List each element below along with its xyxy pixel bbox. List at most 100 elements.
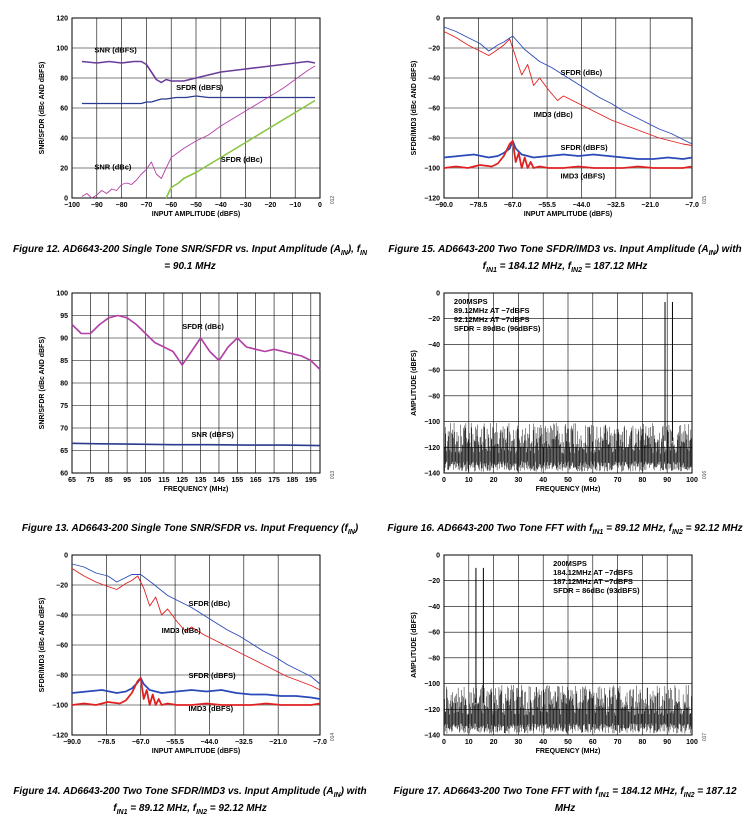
y-tick-label: −120	[424, 707, 440, 714]
y-tick-label: −60	[56, 643, 68, 650]
y-tick-label: −40	[428, 342, 440, 349]
x-tick-label: −32.5	[607, 202, 625, 209]
chart-fig14-panel: −90.0 −78.5 −67.0 −55.5 −44.0 −32.5 −21.0 −7.0 −…	[20, 545, 360, 775]
figure-id: 017	[702, 733, 708, 742]
annotation: IMD3 (dBFS)	[561, 172, 606, 181]
y-tick-label: 95	[60, 313, 68, 320]
x-tick-label: −78.5	[470, 202, 488, 209]
fft-noise-path	[443, 422, 693, 472]
y-axis-label: SNR/SFDR (dBc AND dBFS)	[39, 337, 46, 430]
x-tick-label: −10	[289, 202, 301, 209]
x-tick-label: −40	[215, 202, 227, 209]
x-tick-label: −100	[64, 202, 80, 209]
figure-id: 015	[702, 196, 708, 205]
y-tick-label: −40	[428, 76, 440, 83]
annotation: IMD3 (dBFS)	[189, 704, 234, 713]
x-tick-label: 0	[318, 202, 322, 209]
y-tick-label: 0	[436, 553, 440, 560]
annotation: IMD3 (dBc)	[534, 110, 574, 119]
plot-frame	[71, 292, 321, 474]
x-tick-label: −67.0	[504, 202, 522, 209]
x-tick-label: 10	[465, 477, 473, 484]
series-line-0	[81, 60, 316, 84]
plot-frame	[71, 554, 321, 736]
chart-fig12-panel: −100 −90 −80 −70 −60 −50 −40 −30 −20 −10 0 0 20 40 60 8…	[20, 8, 360, 238]
caption-sub: IN	[360, 250, 368, 257]
series-line-2	[443, 140, 693, 160]
y-tick-label: −100	[424, 166, 440, 173]
y-axis-label: AMPLITUDE (dBFS)	[411, 350, 418, 416]
x-tick-label: 155	[231, 477, 243, 484]
y-tick-label: −60	[428, 106, 440, 113]
x-tick-label: 20	[490, 477, 498, 484]
annotation: SFDR (dBFS)	[561, 143, 609, 152]
y-tick-label: −100	[424, 419, 440, 426]
x-tick-label: −90.0	[63, 739, 81, 746]
x-tick-label: −70	[140, 202, 152, 209]
caption-fig16-text: Figure 16. AD6643-200 Two Tone FFT with …	[387, 523, 593, 534]
caption-sub: IN1	[592, 529, 604, 536]
y-tick-label: −120	[424, 196, 440, 203]
y-tick-label: 120	[56, 16, 68, 23]
chart-fig15: −90.0 −78.5 −67.0 −55.5 −44.0 −32.5 −21.0 −7.0 −…	[411, 16, 708, 219]
info-line: 200MSPS	[553, 559, 587, 568]
x-axis-label: INPUT AMPLITUDE (dBFS)	[152, 211, 240, 218]
annotation: SNR (dBFS)	[94, 46, 137, 55]
series-line-1	[81, 95, 315, 105]
y-axis-label: AMPLITUDE (dBFS)	[411, 612, 418, 678]
annotation: SFDR (dBFS)	[189, 671, 237, 680]
x-tick-label: −80	[116, 202, 128, 209]
caption-fig17-mid: = 184.12 MHz, f	[609, 786, 684, 797]
y-tick-label: −20	[56, 583, 68, 590]
plot-frame	[443, 292, 693, 474]
x-tick-label: 90	[663, 739, 671, 746]
x-tick-label: −21.0	[269, 739, 287, 746]
x-tick-label: 50	[564, 739, 572, 746]
y-tick-label: −40	[428, 604, 440, 611]
y-tick-label: −60	[428, 630, 440, 637]
annotation: SFDR (dBFS)	[176, 83, 224, 92]
caption-fig17-line2: MHz	[554, 803, 576, 814]
y-tick-label: −80	[428, 393, 440, 400]
x-tick-label: 10	[465, 739, 473, 746]
annotation: SNR (dBc)	[94, 163, 132, 172]
x-tick-label: −67.0	[132, 739, 150, 746]
y-tick-label: 0	[64, 196, 68, 203]
caption-fig12-mid: ), f	[347, 244, 361, 255]
y-tick-label: −60	[428, 368, 440, 375]
y-tick-label: 85	[60, 358, 68, 365]
figure-id: 014	[330, 733, 336, 742]
info-line: 184.12MHz AT −7dBFS	[553, 568, 633, 577]
y-tick-label: −20	[428, 316, 440, 323]
annotation: SFDR (dBc)	[221, 155, 263, 164]
annotation: SFDR (dBc)	[561, 68, 603, 77]
caption-fig14-v1: = 89.12 MHz, f	[127, 803, 197, 814]
caption-fig13-post: )	[354, 523, 359, 534]
caption-sub: IN	[347, 529, 355, 536]
series-line-2	[81, 65, 316, 199]
x-tick-label: 40	[539, 477, 547, 484]
caption-sub: IN2	[196, 809, 208, 816]
x-tick-label: 125	[176, 477, 188, 484]
caption-fig12-text: Figure 12. AD6643-200 Single Tone SNR/SF…	[12, 244, 341, 255]
x-tick-label: −90	[91, 202, 103, 209]
y-tick-label: −140	[424, 733, 440, 740]
chart-fig17-panel: 0 10 20 30 40 50 60 70 80 90 100 −140 −120 −100 −80 −60…	[392, 545, 732, 775]
annotation: SFDR (dBc)	[182, 322, 224, 331]
x-axis-label: FREQUENCY (MHz)	[164, 486, 229, 493]
y-axis-label: SFDR/IMD3 (dBc AND dBFS)	[39, 598, 46, 693]
x-tick-label: 30	[515, 477, 523, 484]
fft-noise	[443, 684, 693, 734]
x-tick-label: −20	[264, 202, 276, 209]
caption-sub: IN1	[598, 792, 610, 799]
y-tick-label: 0	[436, 291, 440, 298]
chart-fig15-panel: −90.0 −78.5 −67.0 −55.5 −44.0 −32.5 −21.0 −7.0 −…	[392, 8, 732, 238]
caption-fig16: Figure 16. AD6643-200 Two Tone FFT with …	[385, 522, 745, 539]
x-tick-label: −44.0	[201, 739, 219, 746]
x-axis-label: INPUT AMPLITUDE (dBFS)	[152, 748, 240, 755]
series-line-1	[71, 442, 321, 447]
x-tick-label: 115	[158, 477, 169, 484]
caption-fig15: Figure 15. AD6643-200 Two Tone SFDR/IMD3…	[385, 243, 745, 277]
caption-fig14-f1: f	[113, 803, 117, 814]
y-tick-label: −100	[424, 681, 440, 688]
